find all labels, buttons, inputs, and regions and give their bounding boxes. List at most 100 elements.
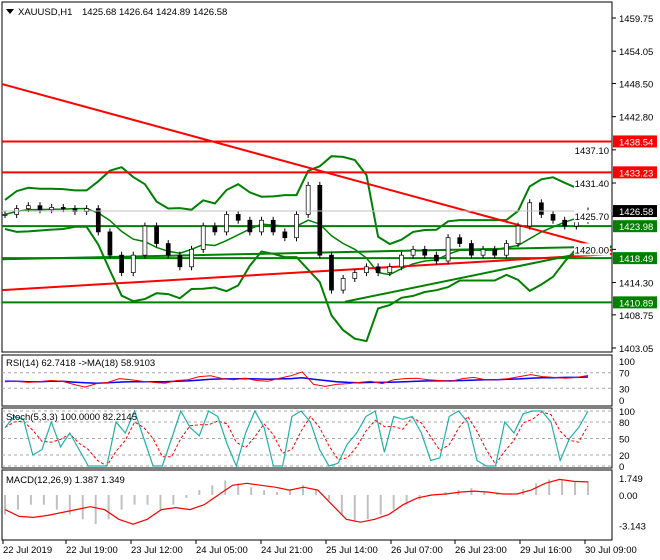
price-tick-label: 1454.05 — [619, 47, 653, 58]
candle-body — [177, 254, 183, 268]
trendline-0 — [1, 83, 613, 252]
level-tag-1433.23 — [613, 166, 657, 179]
candle-body — [130, 254, 136, 273]
candle-body — [492, 248, 498, 256]
time-label: 22 Jul 2019 — [3, 545, 52, 556]
time-label: 30 Jul 09:00 — [585, 545, 637, 556]
price-tick-label: 1431.40 — [575, 179, 609, 190]
stoch-tick-label: 80 — [619, 418, 630, 429]
level-tag-1423.98 — [613, 220, 657, 233]
time-label: 29 Jul 16:00 — [520, 545, 572, 556]
time-label: 24 Jul 05:00 — [196, 545, 248, 556]
candle-body — [49, 207, 54, 211]
candle-body — [142, 225, 148, 256]
candle-body — [480, 248, 486, 256]
candle-body — [224, 214, 229, 233]
candle-body — [375, 266, 381, 273]
macd-tick-label: 0.00 — [619, 491, 638, 502]
symbol-label: XAUUSD,H1 — [18, 7, 72, 18]
candle-body — [364, 266, 369, 273]
candle-body — [434, 254, 439, 262]
level-tag-1418.49-label: 1418.49 — [619, 254, 653, 265]
candle-body — [282, 231, 288, 239]
candle-body — [37, 205, 43, 211]
level-tag-1438.54 — [613, 135, 657, 148]
stoch-title: Stoch(5,3,3) 100.0000 82.2145 — [6, 412, 137, 423]
rsi-tick-label: 0 — [619, 396, 624, 407]
current-price-tag-label: 1426.58 — [619, 207, 653, 218]
trendline-3 — [344, 246, 613, 303]
level-tag-1423.98-label: 1423.98 — [619, 222, 653, 233]
candle-body — [562, 219, 568, 227]
rsi-line — [4, 371, 589, 388]
stoch-tick-label: 0 — [619, 462, 624, 473]
candle-body — [504, 243, 509, 256]
level-tag-1418.49 — [613, 252, 657, 265]
trendline-2 — [1, 245, 613, 261]
candle-body — [387, 266, 393, 273]
stoch-tick-label: 20 — [619, 451, 630, 462]
candle-body — [189, 248, 194, 268]
price-tick-label: 1403.05 — [619, 344, 653, 355]
candle-body — [410, 248, 416, 256]
level-tag-1438.54-label: 1438.54 — [619, 137, 653, 148]
macd-tick-label: -3.143 — [619, 522, 646, 533]
level-tag-1433.23-label: 1433.23 — [619, 168, 653, 179]
price-tick-label: 1459.75 — [619, 14, 653, 25]
candle-body — [2, 214, 8, 216]
candle-body — [329, 254, 334, 291]
candle-body — [340, 278, 346, 291]
level-tag-1410.89 — [613, 296, 657, 309]
price-tick-label: 1448.50 — [619, 79, 653, 90]
current-price-tag — [613, 205, 657, 218]
price-tick-label-bg — [574, 177, 610, 189]
macd-signal-line — [4, 478, 589, 525]
candle-body — [25, 205, 31, 209]
candle-body — [200, 225, 206, 250]
rsi-pane-frame — [1, 354, 613, 407]
rsi-ma-line — [5, 376, 589, 384]
macd-pane-frame — [1, 469, 613, 541]
candle-body — [527, 202, 533, 227]
stoch-signal-line — [4, 411, 589, 467]
stoch-main-line — [4, 409, 589, 468]
candle-body — [165, 243, 171, 256]
price-tick-label: 1442.80 — [619, 113, 653, 124]
rsi-title: RSI(14) 62.7418 ->MA(18) 58.9103 — [6, 358, 155, 369]
candle-body — [445, 237, 451, 262]
main-pane-frame — [1, 1, 613, 353]
bollinger-upper — [4, 155, 589, 246]
candle-body — [515, 225, 521, 244]
candle-body — [352, 272, 358, 279]
candle-body — [305, 184, 311, 215]
rsi-tick-label: 30 — [619, 384, 630, 395]
candle-body — [457, 237, 463, 244]
ohlc-values: 1425.68 1426.64 1424.89 1426.58 — [82, 7, 227, 18]
trendline-1 — [1, 253, 613, 292]
candle-body — [539, 202, 544, 215]
time-label: 23 Jul 12:00 — [131, 545, 183, 556]
price-tick-label: 1425.70 — [575, 212, 609, 223]
candle-body — [317, 184, 323, 256]
candle-body — [95, 208, 101, 233]
candle-body — [422, 248, 428, 256]
candle-body — [270, 219, 276, 233]
price-tick-label: 1414.30 — [619, 279, 653, 290]
macd-tick-label: 1.749 — [619, 474, 643, 485]
time-label: 25 Jul 14:00 — [326, 545, 378, 556]
price-tick-label-bg — [574, 243, 610, 256]
time-label: 22 Jul 19:00 — [66, 545, 118, 556]
price-tick-label: 1408.75 — [619, 311, 653, 322]
stoch-tick-label: 100 — [619, 407, 635, 418]
rsi-tick-label: 100 — [619, 357, 635, 368]
time-label: 26 Jul 23:00 — [455, 545, 507, 556]
price-tick-label-bg — [574, 143, 610, 156]
candle-body — [550, 214, 556, 221]
time-label: 24 Jul 21:00 — [261, 545, 313, 556]
price-tick-label-bg — [574, 210, 610, 223]
candle-body — [469, 243, 474, 256]
level-tag-1410.89-label: 1410.89 — [619, 298, 653, 309]
dropdown-triangle-icon[interactable] — [6, 9, 14, 14]
price-tick-label: 1437.10 — [575, 146, 609, 157]
